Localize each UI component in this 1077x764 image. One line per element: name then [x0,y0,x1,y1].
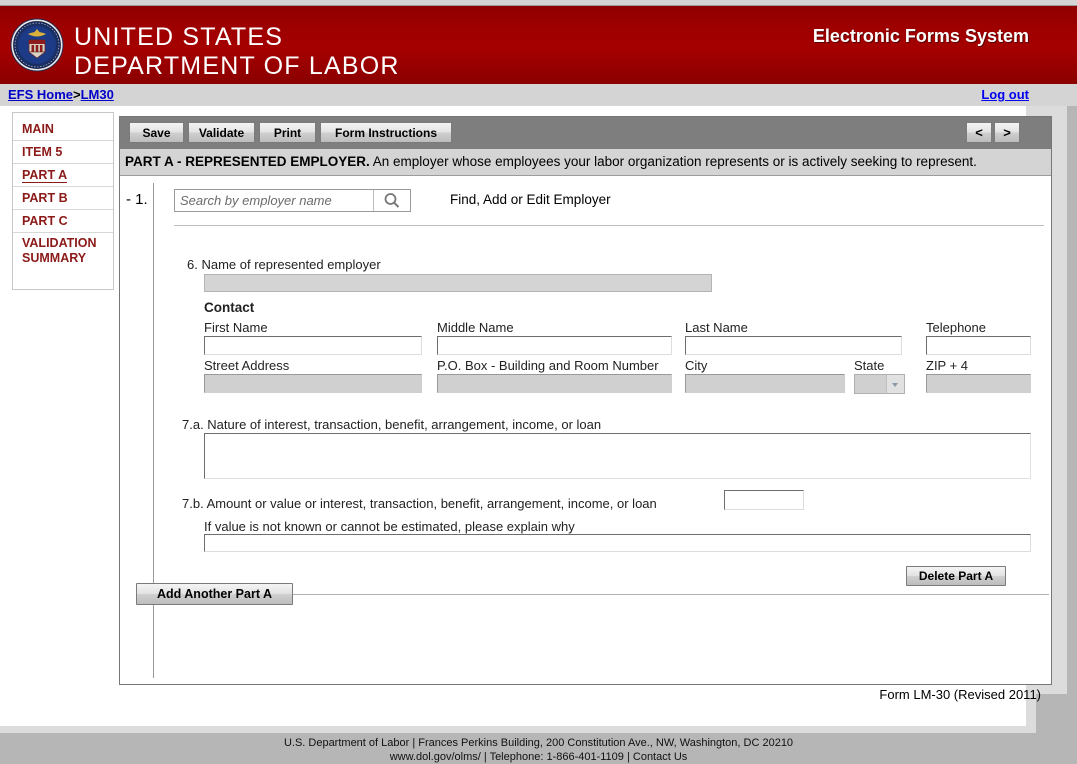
sidebar-item-label-line2: SUMMARY [22,251,87,265]
zip-input[interactable] [926,374,1031,393]
employer-search-row: Find, Add or Edit Employer [154,183,1049,223]
add-another-part-a-button[interactable]: Add Another Part A [136,583,293,605]
sidebar-item-main[interactable]: MAIN [13,118,113,141]
previous-page-button[interactable]: < [966,122,992,143]
middle-name-input[interactable] [437,336,672,355]
divider-bottom [154,594,1049,595]
agency-line-1: UNITED STATES [74,23,284,51]
city-label: City [685,358,708,373]
sidebar-item-label: PART A [22,168,68,183]
save-button[interactable]: Save [129,122,184,143]
site-header: UNITED STATES DEPARTMENT OF LABOR Electr… [0,6,1077,84]
zip-label: ZIP + 4 [926,358,969,373]
contact-heading: Contact [204,300,255,315]
part-a-item-block: Find, Add or Edit Employer 6. Name of re… [153,183,1049,678]
form-instructions-button[interactable]: Form Instructions [320,122,452,143]
telephone-label: Telephone [926,320,986,335]
q7b-explain-label: If value is not known or cannot be estim… [204,519,575,534]
telephone-input[interactable] [926,336,1031,355]
footer-line-1: U.S. Department of Labor | Frances Perki… [283,737,794,749]
logout-link[interactable]: Log out [981,87,1029,102]
sidebar-item-part-b[interactable]: PART B [13,187,113,210]
po-box-label: P.O. Box - Building and Room Number [437,358,659,373]
top-strip [0,0,1077,6]
chevron-down-icon [886,375,904,393]
sidebar-item-label: ITEM 5 [22,145,63,159]
sidebar-item-validation-summary[interactable]: VALIDATION SUMMARY [13,233,113,268]
po-box-input[interactable] [437,374,672,393]
system-title: Electronic Forms System [812,26,1029,46]
sidebar-item-label: MAIN [22,122,54,136]
breadcrumb-link-lm30[interactable]: LM30 [80,87,114,102]
employer-search-box [174,189,411,212]
find-add-edit-employer-label: Find, Add or Edit Employer [450,192,611,207]
part-header-bold: PART A - REPRESENTED EMPLOYER. [125,154,370,169]
form-toolbar: Save Validate Print Form Instructions < … [120,117,1051,149]
agency-title: UNITED STATES DEPARTMENT OF LABOR [74,23,400,81]
q7b-amount-input[interactable] [724,490,804,510]
first-name-input[interactable] [204,336,422,355]
street-address-input[interactable] [204,374,422,393]
dol-seal-icon [10,18,64,72]
city-input[interactable] [685,374,845,393]
q7a-textarea[interactable] [204,433,1031,479]
print-button[interactable]: Print [259,122,316,143]
sidebar-nav: MAIN ITEM 5 PART A PART B PART C VALIDAT… [12,112,114,290]
delete-part-a-button[interactable]: Delete Part A [906,566,1006,586]
middle-name-label: Middle Name [437,320,514,335]
sidebar-item-item-5[interactable]: ITEM 5 [13,141,113,164]
search-icon[interactable] [373,190,410,211]
sidebar-item-part-c[interactable]: PART C [13,210,113,233]
last-name-input[interactable] [685,336,902,355]
state-select[interactable] [854,374,905,394]
street-address-label: Street Address [204,358,290,373]
employer-search-input[interactable] [175,190,365,211]
sidebar-item-part-a[interactable]: PART A [13,164,113,187]
state-label: State [854,358,885,373]
part-header-bar: PART A - REPRESENTED EMPLOYER. An employ… [120,149,1051,176]
breadcrumb-bar: EFS Home>LM30 Log out [0,84,1077,106]
footer-line-2: www.dol.gov/olms/ | Telephone: 1-866-401… [389,751,688,763]
q7a-label: 7.a. Nature of interest, transaction, be… [182,417,602,432]
q7b-label: 7.b. Amount or value or interest, transa… [182,496,657,511]
agency-line-2: DEPARTMENT OF LABOR [74,52,400,80]
sidebar-item-label-line1: VALIDATION [22,236,97,250]
form-code-label: Form LM-30 (Revised 2011) [879,687,1041,702]
breadcrumb-separator: > [73,87,81,102]
part-header-rest: An employer whose employees your labor o… [369,154,977,169]
item-number: - 1. [126,191,148,208]
q6-label: 6. Name of represented employer [187,257,381,272]
last-name-label: Last Name [685,320,748,335]
site-footer: U.S. Department of Labor | Frances Perki… [0,733,1077,763]
validate-button[interactable]: Validate [188,122,255,143]
form-panel: Save Validate Print Form Instructions < … [119,116,1052,702]
q7b-explain-input[interactable] [204,534,1031,552]
next-page-button[interactable]: > [994,122,1020,143]
breadcrumb-link-efs-home[interactable]: EFS Home [8,87,74,102]
breadcrumb: EFS Home>LM30 [8,87,114,102]
first-name-label: First Name [204,320,268,335]
sidebar-item-label: PART B [22,191,68,205]
q6-name-field[interactable] [204,274,712,292]
divider-search [174,225,1044,226]
part-header-text: PART A - REPRESENTED EMPLOYER. An employ… [125,154,977,169]
sidebar-item-label: PART C [22,214,68,228]
